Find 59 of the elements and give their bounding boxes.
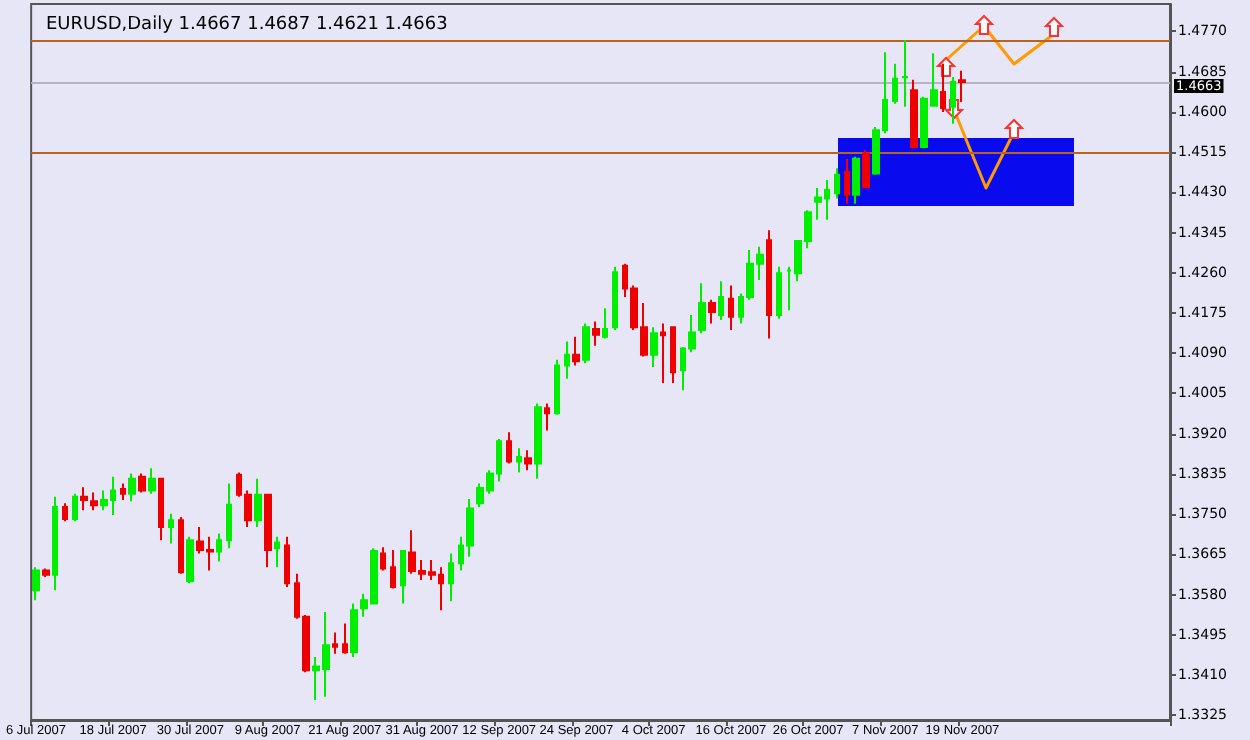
candlestick bbox=[776, 265, 782, 320]
candlestick bbox=[862, 149, 870, 190]
candlestick bbox=[534, 402, 542, 480]
candlestick bbox=[264, 492, 272, 569]
candlestick bbox=[120, 482, 126, 501]
candlestick bbox=[516, 447, 522, 474]
candlestick bbox=[708, 298, 716, 325]
text: EURUSD,Daily 1.4667 1.4687 1.4621 1.4663 bbox=[46, 15, 448, 35]
candlestick bbox=[950, 75, 956, 125]
candlestick bbox=[342, 622, 348, 655]
candlestick bbox=[390, 549, 396, 590]
candlestick bbox=[698, 282, 706, 335]
candlestick bbox=[766, 229, 772, 340]
candlestick bbox=[844, 157, 850, 205]
candlestick bbox=[128, 472, 136, 503]
candlestick bbox=[814, 187, 822, 221]
candlestick bbox=[448, 552, 454, 603]
candlestick bbox=[284, 535, 290, 589]
candlestick bbox=[350, 602, 358, 659]
candlestick bbox=[332, 631, 338, 655]
candlestick bbox=[572, 335, 580, 367]
candlestick bbox=[226, 482, 232, 550]
candlestick bbox=[254, 477, 262, 528]
candlestick bbox=[592, 320, 600, 347]
candlestick bbox=[62, 502, 68, 523]
candlestick bbox=[148, 467, 156, 495]
candlestick bbox=[892, 62, 898, 105]
candlestick bbox=[852, 155, 860, 205]
candlestick bbox=[582, 322, 590, 365]
candlestick bbox=[400, 549, 406, 605]
candlestick bbox=[910, 78, 918, 150]
candlestick bbox=[564, 340, 570, 380]
candlestick bbox=[506, 431, 512, 465]
candlestick bbox=[834, 167, 840, 200]
candlestick bbox=[602, 307, 608, 340]
candlestick bbox=[612, 265, 618, 332]
candlestick bbox=[158, 477, 164, 542]
candlestick bbox=[32, 566, 40, 602]
candlestick bbox=[728, 284, 734, 332]
candlestick bbox=[660, 322, 666, 385]
candlestick bbox=[902, 38, 908, 108]
candlestick bbox=[52, 495, 58, 592]
candlestick bbox=[958, 69, 966, 103]
candlestick bbox=[940, 62, 946, 113]
candlestick bbox=[380, 546, 386, 572]
candlestick bbox=[670, 326, 676, 385]
candlestick bbox=[168, 512, 174, 545]
candlestick bbox=[718, 280, 724, 322]
candlestick bbox=[138, 472, 146, 494]
candlestick bbox=[216, 532, 222, 563]
candlestick bbox=[72, 492, 78, 523]
candlestick bbox=[650, 326, 658, 368]
candlestick bbox=[274, 535, 280, 569]
candlestick bbox=[554, 358, 560, 416]
candlestick bbox=[524, 449, 532, 472]
candlestick bbox=[544, 402, 550, 432]
candlestick bbox=[42, 567, 50, 579]
candlestick bbox=[186, 535, 194, 585]
candlestick bbox=[178, 515, 184, 575]
